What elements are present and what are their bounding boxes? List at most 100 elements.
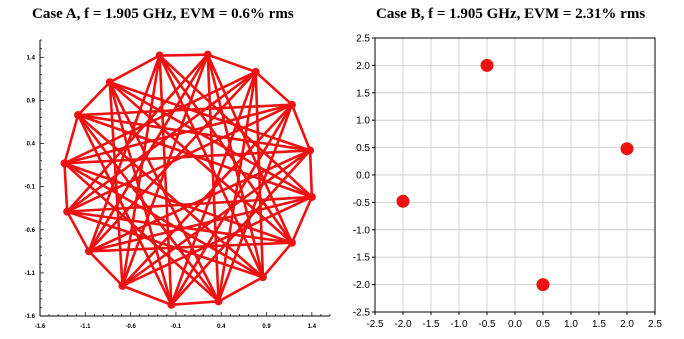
chart-a-trajectory-line xyxy=(170,103,294,307)
chart-a-symbol-point xyxy=(203,50,212,59)
chart-b-y-tick-label: 2.5 xyxy=(356,34,370,45)
chart-a-trajectory-line xyxy=(76,113,173,307)
chart-b-symbol-point xyxy=(396,194,410,208)
chart-a-trajectory-line xyxy=(63,149,312,165)
chart-a-trajectory-line xyxy=(254,70,294,106)
chart-a-x-tick-label: -0.6 xyxy=(125,324,136,330)
chart-a-trajectory-line xyxy=(76,113,265,279)
chart-a-trajectory-line xyxy=(121,149,312,288)
chart-b-symbol-point xyxy=(620,142,634,156)
chart-a-symbol-point xyxy=(105,78,114,87)
chart-a-trajectory-line xyxy=(158,54,265,279)
chart-a-symbol-point xyxy=(214,297,223,306)
chart-a-y-tick-label: 0.9 xyxy=(27,98,36,104)
chart-a-trajectory-line xyxy=(76,113,220,303)
chart-b-x-tick-label: 0.0 xyxy=(508,319,522,330)
chart-b-x-tick-label: 0.5 xyxy=(536,319,550,330)
chart-b-x-tick-label: 1.5 xyxy=(592,319,606,330)
chart-b-x-tick-label: -0.5 xyxy=(478,319,496,330)
chart-b-x-tick-label: -1.5 xyxy=(422,319,440,330)
chart-a-trajectory-line xyxy=(87,250,124,288)
chart-a-y-tick-label: 0.4 xyxy=(27,142,36,148)
chart-b-y-tick-label: 0.0 xyxy=(356,171,370,182)
chart-a-title: Case A, f = 1.905 GHz, EVM = 0.6% rms xyxy=(32,6,294,22)
chart-b-y-tick-label: -2.5 xyxy=(353,308,371,319)
chart-a-trajectory-line xyxy=(217,70,257,303)
chart-b-x-tick-label: -2.0 xyxy=(394,319,412,330)
chart-a-trajectory-line xyxy=(65,53,209,213)
chart-a-x-tick-label: 0.4 xyxy=(217,324,226,330)
chart-a-symbol-point xyxy=(251,67,260,76)
chart-a-trajectory-line xyxy=(65,210,91,253)
chart-a-y-tick-label: -1.6 xyxy=(25,314,36,320)
chart-a-symbol-point xyxy=(118,281,127,290)
chart-a-trajectory-line xyxy=(158,53,209,57)
chart-b-x-tick-label: 2.5 xyxy=(648,319,662,330)
chart-a-trajectory-line xyxy=(170,300,220,307)
chart-a-trajectory-line xyxy=(290,195,314,244)
chart-a-plot: -1.6 -1.1 -0.6 -0.1 0.4 0.9 1.4 1.4 0.9 0.4 -0.1 -0… xyxy=(25,39,331,330)
chart-a-x-tick-label: -1.6 xyxy=(35,324,46,330)
chart-a-trajectory-line xyxy=(108,80,294,244)
chart-a-trajectory-line xyxy=(63,70,257,165)
chart-a-trajectory-line xyxy=(108,54,161,84)
chart-a-trajectory-line xyxy=(308,149,314,199)
chart-b-y-tick-label: -1.5 xyxy=(353,253,371,264)
chart-b-y-tick-label: 0.5 xyxy=(356,143,370,154)
chart-a-symbol-point xyxy=(74,111,83,120)
chart-a-trajectory-line xyxy=(206,53,220,303)
chart-a-x-tick-label: -1.1 xyxy=(80,324,91,330)
chart-b-x-tick-label: 2.0 xyxy=(620,319,634,330)
chart-a-trajectory-line xyxy=(63,162,69,213)
chart-a-symbol-point xyxy=(167,300,176,309)
chart-a-trajectory-line xyxy=(108,80,124,288)
chart-a-trajectory-line xyxy=(261,241,294,279)
chart-a-symbol-point xyxy=(287,238,296,247)
chart-a-trajectory-line xyxy=(217,103,294,303)
chart-a-trajectory-line xyxy=(87,149,312,253)
chart-b-y-tick-label: -2.0 xyxy=(353,280,371,291)
chart-a-symbol-point xyxy=(307,192,316,201)
chart-b-plot: -2.5 -2.0 -1.5 -1.0 -0.5 0.0 0.5 1.0 1.5 2.0 2.5 2.… xyxy=(353,34,663,331)
chart-a-x-tick-label: -0.1 xyxy=(171,324,182,330)
chart-a-trajectory-line xyxy=(63,162,265,279)
chart-b-symbol-point xyxy=(536,278,550,292)
chart-a-y-tick-label: 1.4 xyxy=(27,55,36,61)
chart-a-trajectory-line xyxy=(63,113,80,165)
chart-a-trajectory-line xyxy=(65,70,257,213)
chart-a-symbol-point xyxy=(63,207,72,216)
chart-a-trajectory-line xyxy=(206,53,257,74)
chart-a-symbol-point xyxy=(287,100,296,109)
chart-a-trajectory-line xyxy=(76,80,112,117)
chart-a-symbol-point xyxy=(155,51,164,60)
chart-b-y-tick-label: 2.0 xyxy=(356,61,370,72)
chart-a-trajectory-line xyxy=(87,54,161,253)
chart-a-trajectory-line xyxy=(65,210,294,244)
chart-b-x-tick-label: 1.0 xyxy=(564,319,578,330)
chart-b-y-tick-label: 1.5 xyxy=(356,88,370,99)
chart-b-symbol-point xyxy=(480,58,494,72)
chart-b-x-tick-label: -1.0 xyxy=(450,319,468,330)
chart-a-y-tick-label: -0.6 xyxy=(25,228,36,234)
chart-a-trajectory-line xyxy=(158,54,294,244)
chart-a-trajectory-line xyxy=(158,54,173,307)
chart-a-trajectory-line xyxy=(108,80,220,303)
chart-a-trajectory-line xyxy=(76,113,312,152)
chart-a-symbol-point xyxy=(258,273,267,282)
chart-a-symbol-point xyxy=(60,159,69,168)
chart-a-symbol-point xyxy=(306,146,315,155)
chart-a-y-tick-label: -0.1 xyxy=(25,185,36,191)
chart-b-y-tick-label: -1.0 xyxy=(353,225,371,236)
chart-a-trajectory-line xyxy=(121,284,173,307)
chart-a-y-tick-label: -1.1 xyxy=(25,271,36,277)
chart-a-trajectory-line xyxy=(290,103,312,152)
chart-a-trajectory-line xyxy=(108,80,173,307)
chart-b-y-tick-label: 1.0 xyxy=(356,116,370,127)
chart-a-trajectory-line xyxy=(65,195,314,213)
chart-b-title: Case B, f = 1.905 GHz, EVM = 2.31% rms xyxy=(376,6,646,22)
chart-b-x-tick-label: -2.5 xyxy=(366,319,384,330)
chart-a-x-tick-label: 1.4 xyxy=(308,324,317,330)
chart-a-x-tick-label: 0.9 xyxy=(262,324,271,330)
chart-a-trajectory-line xyxy=(217,275,265,303)
